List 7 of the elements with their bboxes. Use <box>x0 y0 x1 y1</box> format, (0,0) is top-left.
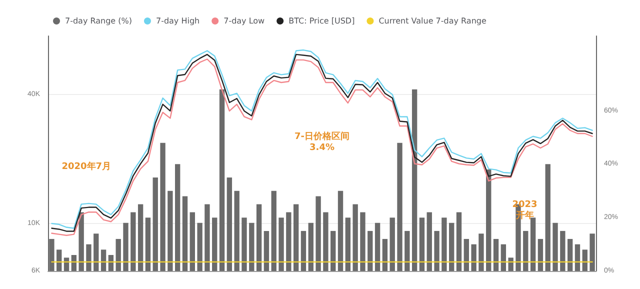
legend-label: 7-day Range (%) <box>65 16 132 26</box>
annotation: 7-日价格区间 3.4% <box>294 131 350 153</box>
legend-label: BTC: Price [USD] <box>288 16 355 26</box>
legend-label: 7-day Low <box>224 16 266 26</box>
legend-label: Current Value 7-day Range <box>378 16 486 26</box>
annotation: 2020年7月 <box>62 160 112 172</box>
legend-label: 7-day High <box>156 16 200 26</box>
